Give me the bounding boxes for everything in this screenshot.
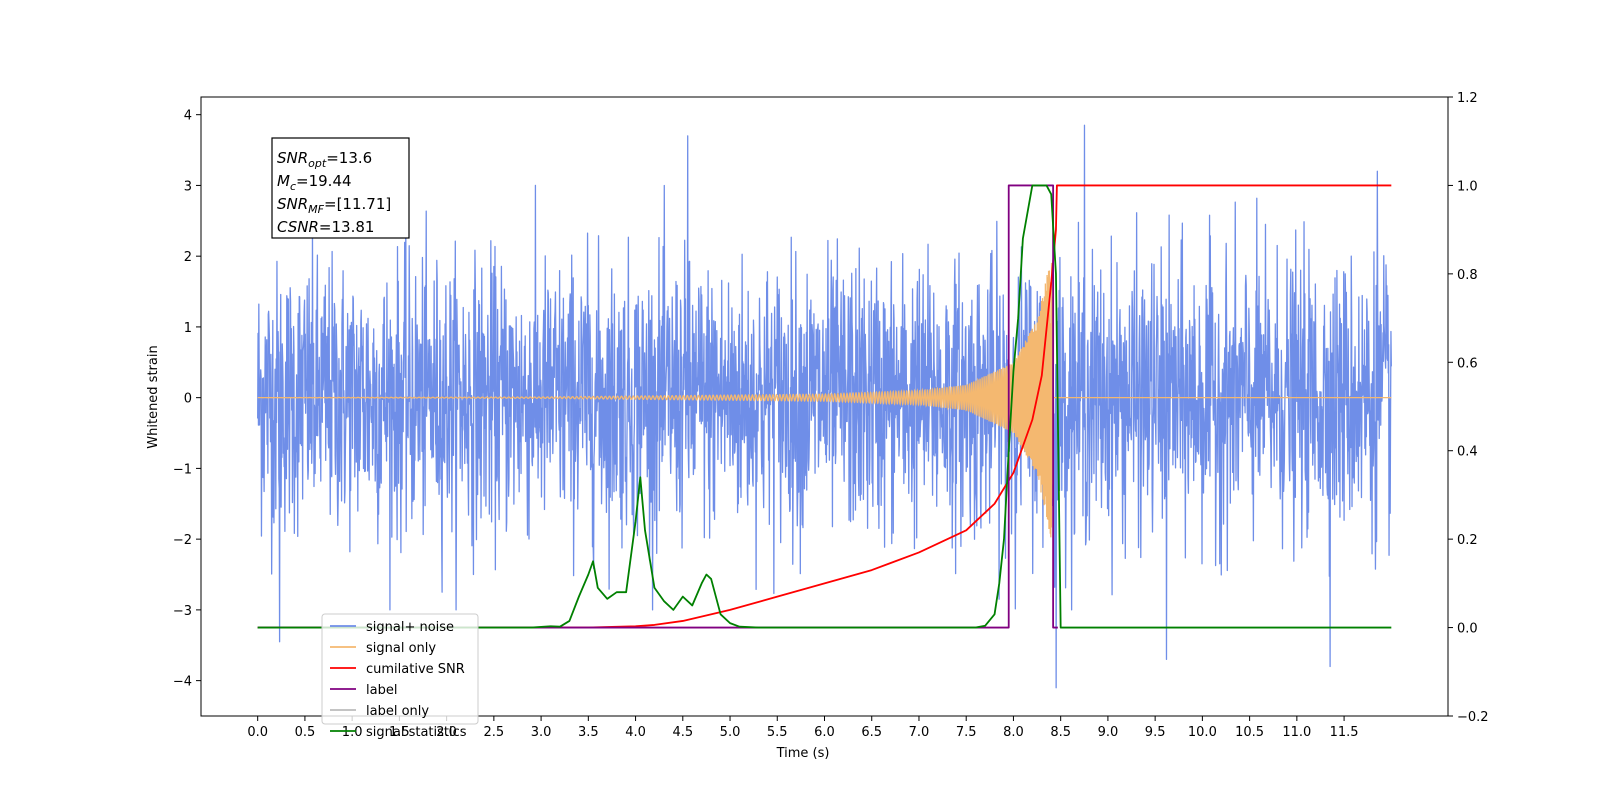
legend-label: signal statistics [366,725,467,740]
x-tick-label: 4.5 [672,725,693,740]
x-tick-label: 2.5 [484,725,505,740]
y-tick-label: 1 [184,321,192,336]
stats-mc: Mc=19.44 [277,172,352,193]
x-tick-label: 6.0 [814,725,835,740]
legend-item-label-only: label only [330,704,429,719]
legend-item-signal-only: signal only [330,641,436,656]
legend-item-label: label [330,683,397,698]
x-tick-label: 10.0 [1188,725,1217,740]
x-tick-label: 3.0 [531,725,552,740]
y2-tick-label: 1.0 [1457,179,1478,194]
legend-label: label [366,683,397,698]
x-tick-label: 6.5 [861,725,882,740]
x-tick-label: 11.0 [1282,725,1311,740]
x-tick-label: 7.5 [956,725,977,740]
stats-box-frame [271,137,410,239]
legend-label: label only [366,704,429,719]
y-tick-label: −2 [173,533,192,548]
x-tick-label: 8.0 [1003,725,1024,740]
y-tick-label: 3 [184,179,192,194]
x-tick-label: 4.0 [625,725,646,740]
stats-snr-mf: SNRMF=[11.71] [277,195,391,216]
x-tick-label: 8.5 [1050,725,1071,740]
series-line-signal-statistics [257,184,1392,629]
y-tick-label: −4 [173,675,192,690]
y-axis-title: Whitened strain [146,345,161,448]
stats-csnr: CSNR=13.81 [277,218,374,236]
x-tick-label: 1.5 [389,725,410,740]
y2-tick-label: 0.4 [1457,445,1478,460]
y-tick-label: 4 [184,109,192,124]
x-tick-label: 7.0 [909,725,930,740]
y2-tick-label: 0.2 [1457,533,1478,548]
legend-label: signal only [366,641,436,656]
y2-tick-label: 0.6 [1457,356,1478,371]
axes-layer: 0.0 0.5 1.0 1.5 2.0 2.5 3.0 3.5 4.0 4.5 5.0 5.5 6.0 6… [173,91,1489,740]
series-line-signal-noise [257,124,1392,689]
y2-tick-label: 1.2 [1457,91,1478,106]
x-tick-label: 1.0 [342,725,363,740]
x-axis-title: Time (s) [776,746,830,761]
x-tick-label: 0.0 [247,725,268,740]
x-tick-label: 9.0 [1098,725,1119,740]
y-tick-label: −1 [173,462,192,477]
x-tick-label: 5.0 [720,725,741,740]
y2-tick-label: 0.8 [1457,268,1478,283]
series-line-signal-only [257,262,1392,538]
x-tick-label: 3.5 [578,725,599,740]
y2-tick-label: 0.0 [1457,622,1478,637]
stats-snr-opt: SNRopt=13.6 [277,149,372,170]
x-tick-label: 2.0 [436,725,457,740]
y2-tick-label: −0.2 [1457,710,1489,725]
legend-label: cumilative SNR [366,662,465,677]
y-tick-label: 0 [184,392,192,407]
x-tick-label: 11.5 [1330,725,1359,740]
legend-label: signal+ noise [366,620,454,635]
legend: signal+ noise signal only cumilative SNR la… [321,613,479,740]
y-tick-label: 2 [184,250,192,265]
legend-item-cumilative-snr: cumilative SNR [330,662,465,677]
y-tick-label: −3 [173,604,192,619]
series-line-cumilative-snr [257,184,1392,629]
x-tick-label: 9.5 [1145,725,1166,740]
x-tick-label: 0.5 [295,725,316,740]
x-tick-label: 10.5 [1235,725,1264,740]
legend-item-signal-noise: signal+ noise [330,620,454,635]
legend-frame [321,613,479,725]
x-tick-label: 5.5 [767,725,788,740]
legend-item-signal-statistics: signal statistics [330,725,467,740]
series-layer [257,124,1392,689]
